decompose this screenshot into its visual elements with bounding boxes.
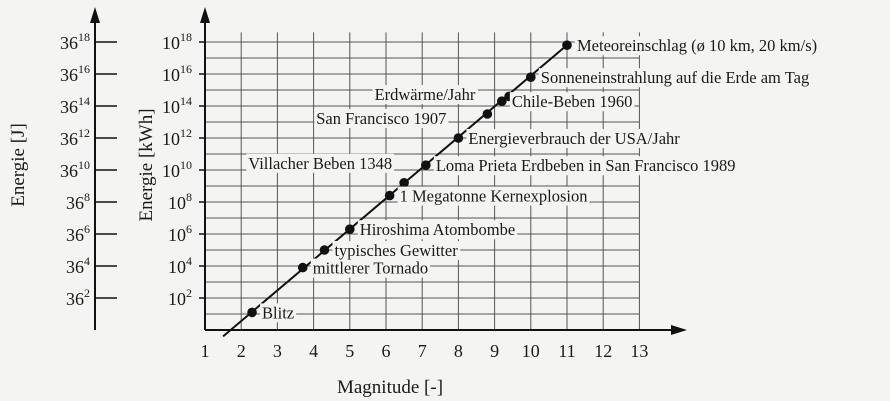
- point-label: Sonneneinstrahlung auf die Erde am Tag: [541, 68, 809, 87]
- y-tick-label-outer: 362: [66, 286, 90, 309]
- y-tick-exponent: 12: [78, 126, 90, 140]
- y-tick-exponent: 6: [186, 222, 192, 236]
- point-label-background: [260, 303, 297, 323]
- data-point: [497, 96, 507, 106]
- y-tick-label-inner: 104: [168, 254, 192, 277]
- data-point: [384, 190, 395, 201]
- point-label: mittlerer Tornado: [313, 259, 428, 278]
- x-tick-label: 4: [309, 341, 318, 361]
- x-axis-label: Magnitude [-]: [337, 377, 443, 398]
- x-tick-label: 9: [490, 341, 499, 361]
- point-label: Energieverbrauch der USA/Jahr: [468, 129, 680, 148]
- point-label-background: [310, 258, 431, 278]
- point-label-background: [357, 220, 518, 240]
- point-label: San Francisco 1907: [316, 109, 446, 128]
- y-tick-label-inner: 1014: [162, 94, 192, 117]
- y-tick-exponent: 18: [180, 30, 192, 44]
- y-tick-exponent: 6: [84, 222, 90, 236]
- y-tick-exponent: 4: [186, 254, 192, 268]
- y-tick-label-outer: 366: [66, 222, 90, 245]
- point-label-background: [575, 36, 820, 56]
- x-tick-label: 2: [237, 341, 246, 361]
- y-tick-exponent: 16: [180, 62, 192, 76]
- axes: [90, 7, 687, 335]
- point-label: Villacher Beben 1348: [248, 154, 392, 173]
- x-tick-label: 8: [454, 341, 463, 361]
- data-point: [482, 109, 493, 119]
- y-tick-exponent: 8: [84, 190, 90, 204]
- x-tick-label: 1: [201, 341, 210, 361]
- y-tick-exponent: 10: [78, 158, 90, 172]
- y-tick-label-outer: 364: [66, 254, 90, 277]
- y-tick-exponent: 16: [78, 62, 90, 76]
- x-tick-label: 13: [630, 341, 648, 361]
- data-point: [297, 262, 308, 273]
- y-tick-label-inner: 106: [168, 222, 192, 245]
- y-axis-arrow-outer: [90, 7, 100, 23]
- y-tick-label-outer: 3612: [60, 126, 90, 149]
- y-tick-label-inner: 102: [168, 286, 192, 309]
- point-label: Chile-Beben 1960: [512, 92, 633, 111]
- y-tick-label-outer: 368: [66, 190, 90, 213]
- data-point: [421, 160, 431, 170]
- y-tick-exponent: 2: [84, 286, 90, 300]
- x-axis-arrow: [671, 325, 687, 335]
- point-label-background: [397, 186, 590, 206]
- y-tick-label-inner: 1012: [162, 126, 192, 149]
- x-tick-label: 7: [418, 341, 427, 361]
- point-label-background: [538, 68, 812, 88]
- y-tick-label-outer: 3614: [60, 94, 90, 117]
- y-axis-label-outer: Energie [J]: [8, 123, 29, 207]
- y-tick-exponent: 2: [186, 286, 192, 300]
- point-label: typisches Gewitter: [334, 241, 458, 260]
- y-axis-label-inner: Energie [kWh]: [136, 108, 157, 221]
- y-tick-label-inner: 1016: [162, 62, 192, 85]
- point-label-background: [466, 129, 683, 148]
- point-label-background: [372, 85, 478, 104]
- data-point: [526, 72, 536, 82]
- data-point: [399, 178, 409, 188]
- y-tick-label-inner: 1018: [162, 30, 192, 53]
- x-tick-label: 11: [558, 341, 575, 361]
- point-label-background: [433, 156, 738, 176]
- point-label: Meteoreinschlag (ø 10 km, 20 km/s): [577, 36, 817, 55]
- y-tick-exponent: 4: [84, 254, 90, 268]
- data-point: [562, 40, 572, 50]
- trend-line: [222, 41, 572, 338]
- y-axis-arrow-inner: [200, 7, 210, 23]
- y-tick-exponent: 14: [180, 94, 192, 108]
- y-tick-label-outer: 3618: [60, 30, 90, 53]
- data-point: [319, 245, 330, 255]
- y-tick-label-inner: 1010: [162, 158, 192, 181]
- x-tick-label: 10: [522, 341, 540, 361]
- x-tick-label: 3: [273, 341, 282, 361]
- point-label: Erdwärme/Jahr: [375, 85, 476, 104]
- x-tick-label: 6: [382, 341, 391, 361]
- y-tick-exponent: 14: [78, 94, 90, 108]
- point-label: 1 Megatonne Kernexplosion: [400, 187, 588, 206]
- point-label: Hiroshima Atombombe: [360, 220, 515, 239]
- point-label: Blitz: [262, 303, 294, 322]
- data-point: [345, 224, 355, 234]
- y-tick-exponent: 10: [180, 158, 192, 172]
- data-point: [247, 307, 257, 318]
- point-label: Loma Prieta Erdbeben in San Francisco 19…: [436, 156, 736, 175]
- x-tick-label: 5: [345, 341, 354, 361]
- y-tick-label-outer: 3610: [60, 158, 90, 181]
- y-tick-exponent: 12: [180, 126, 192, 140]
- data-point: [453, 133, 464, 143]
- point-label-background: [314, 109, 449, 128]
- y-tick-label-inner: 108: [168, 190, 192, 213]
- y-tick-exponent: 18: [78, 30, 90, 44]
- point-label-background: [509, 92, 635, 112]
- point-label-background: [332, 241, 461, 260]
- y-tick-exponent: 8: [186, 190, 192, 204]
- point-label-background: [246, 153, 395, 173]
- x-tick-label: 12: [594, 341, 612, 361]
- y-tick-label-outer: 3616: [60, 62, 90, 85]
